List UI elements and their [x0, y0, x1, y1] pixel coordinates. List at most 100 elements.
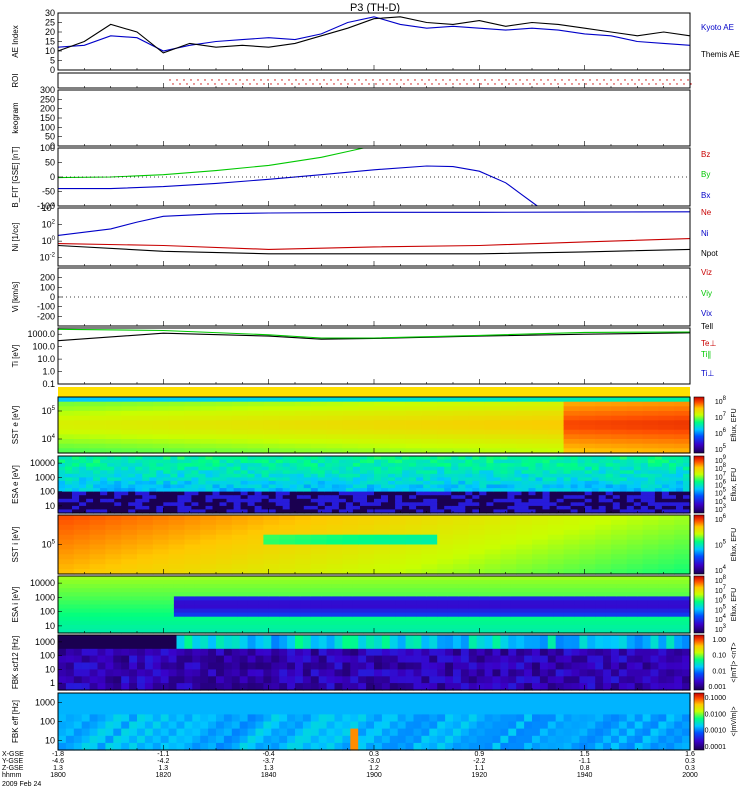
heat-cell-fbk_efi: [121, 735, 130, 744]
heat-cell-esa_i: [605, 588, 617, 593]
heat-cell-fbk_efi: [460, 714, 470, 723]
heat-cell-fbk_efi: [310, 714, 320, 723]
heat-cell-esa_e: [430, 502, 438, 507]
heat-cell-fbk_scm: [334, 683, 343, 691]
heat-cell-esa_e: [479, 480, 487, 486]
heat-cell-sst_e: [421, 443, 438, 449]
heat-cell-esa_e: [338, 477, 347, 482]
heat-cell-sst_i: [152, 524, 170, 531]
heat-cell-fbk_scm: [611, 662, 620, 670]
heat-cell-esa_e: [521, 473, 530, 478]
heat-cell-esa_i: [300, 612, 312, 618]
heat-cell-sst_e: [58, 448, 75, 454]
heat-cell-sst_e: [121, 425, 138, 431]
heat-cell-fbk_scm: [366, 669, 375, 677]
heat-cell-esa_e: [331, 488, 340, 493]
heat-cell-fbk_efi: [184, 714, 193, 723]
heat-cell-fbk_efi: [326, 721, 336, 730]
heat-cell-esa_e: [282, 509, 291, 514]
heat-cell-sst_e: [342, 439, 359, 445]
heat-cell-sst_i: [73, 569, 91, 575]
heat-cell-esa_e: [310, 505, 319, 511]
heat-cell-sst_e: [611, 448, 628, 454]
heat-cell-fbk_scm: [532, 669, 541, 677]
heat-cell-sst_e: [642, 439, 659, 445]
heat-cell-fbk_efi: [73, 707, 83, 715]
heat-cell-esa_i: [173, 584, 185, 589]
heat-cell-esa_i: [352, 588, 364, 593]
heat-cell-fbk_scm: [516, 635, 525, 643]
heat-cell-fbk_efi: [358, 742, 367, 751]
heat-cell-esa_e: [577, 463, 586, 468]
heat-cell-sst_i: [137, 524, 154, 531]
heat-cell-esa_e: [549, 459, 558, 464]
heat-cell-esa_e: [388, 495, 396, 500]
heat-cell-sst_e: [437, 439, 454, 445]
heat-cell-esa_i: [416, 576, 428, 581]
heat-cell-esa_i: [110, 584, 122, 589]
heat-cell-esa_e: [367, 495, 375, 500]
heat-cell-fbk_scm: [618, 669, 628, 677]
heat-cell-sst_e: [326, 425, 343, 431]
heat-cell-esa_e: [500, 495, 508, 500]
heat-cell-esa_e: [577, 491, 586, 496]
heat-cell-esa_i: [194, 600, 206, 606]
heat-cell-esa_e: [310, 498, 319, 503]
heat-cell-esa_e: [72, 498, 80, 503]
heat-cell-fbk_scm: [81, 648, 91, 657]
heat-cell-esa_e: [205, 505, 214, 511]
heat-cell-fbk_scm: [247, 655, 257, 664]
heat-cell-fbk_efi: [492, 707, 501, 715]
heat-cell-fbk_efi: [231, 728, 241, 737]
heat-cell-fbk_scm: [350, 676, 359, 684]
heat-cell-esa_i: [468, 624, 480, 630]
heat-cell-sst_i: [279, 544, 296, 550]
heat-cell-fbk_scm: [381, 676, 391, 684]
heat-cell-esa_i: [100, 604, 112, 610]
heat-cell-fbk_efi: [468, 693, 478, 701]
heat-cell-sst_i: [421, 534, 438, 541]
heat-cell-fbk_efi: [200, 707, 209, 715]
heat-cell-fbk_efi: [81, 707, 91, 715]
heat-cell-esa_i: [342, 616, 354, 622]
heat-cell-esa_i: [563, 588, 575, 593]
heat-cell-esa_i: [226, 588, 238, 593]
heat-cell-esa_i: [510, 604, 522, 610]
heat-cell-esa_i: [489, 588, 501, 593]
heat-cell-fbk_scm: [358, 662, 367, 670]
heat-cell-esa_i: [384, 608, 396, 614]
heat-cell-fbk_scm: [595, 683, 604, 691]
heat-cell-esa_e: [240, 463, 249, 468]
heat-cell-fbk_scm: [468, 648, 478, 657]
heat-cell-fbk_efi: [65, 700, 75, 708]
heat-cell-fbk_efi: [231, 742, 241, 751]
heat-cell-fbk_efi: [397, 707, 407, 715]
heat-cell-sst_i: [231, 544, 249, 550]
heat-cell-esa_e: [367, 473, 375, 478]
heat-cell-esa_i: [226, 624, 238, 630]
heat-cell-sst_i: [547, 564, 565, 570]
heat-cell-esa_i: [184, 596, 196, 602]
heat-cell-esa_e: [430, 498, 438, 503]
heat-cell-esa_i: [89, 628, 101, 634]
heat-cell-esa_e: [381, 484, 389, 489]
heat-cell-esa_e: [205, 473, 214, 478]
heat-cell-esa_i: [310, 612, 322, 618]
heat-cell-esa_e: [93, 505, 101, 511]
heat-cell-fbk_scm: [287, 683, 296, 691]
heat-cell-esa_e: [486, 498, 494, 503]
heat-cell-sst_i: [595, 544, 612, 550]
roi-dot: [176, 79, 178, 81]
heat-cell-sst_e: [547, 425, 565, 431]
heat-cell-fbk_efi: [626, 728, 636, 737]
heat-cell-esa_e: [296, 456, 305, 461]
heat-cell-esa_i: [668, 596, 680, 602]
heat-cell-fbk_efi: [144, 700, 154, 708]
heat-cell-esa_i: [605, 596, 617, 602]
heat-cell-fbk_scm: [105, 648, 114, 657]
roi-dot: [522, 83, 524, 85]
heat-cell-esa_e: [402, 473, 410, 478]
heat-cell-esa_i: [437, 588, 449, 593]
roi-dot: [295, 79, 297, 81]
heat-cell-fbk_efi: [405, 714, 415, 723]
